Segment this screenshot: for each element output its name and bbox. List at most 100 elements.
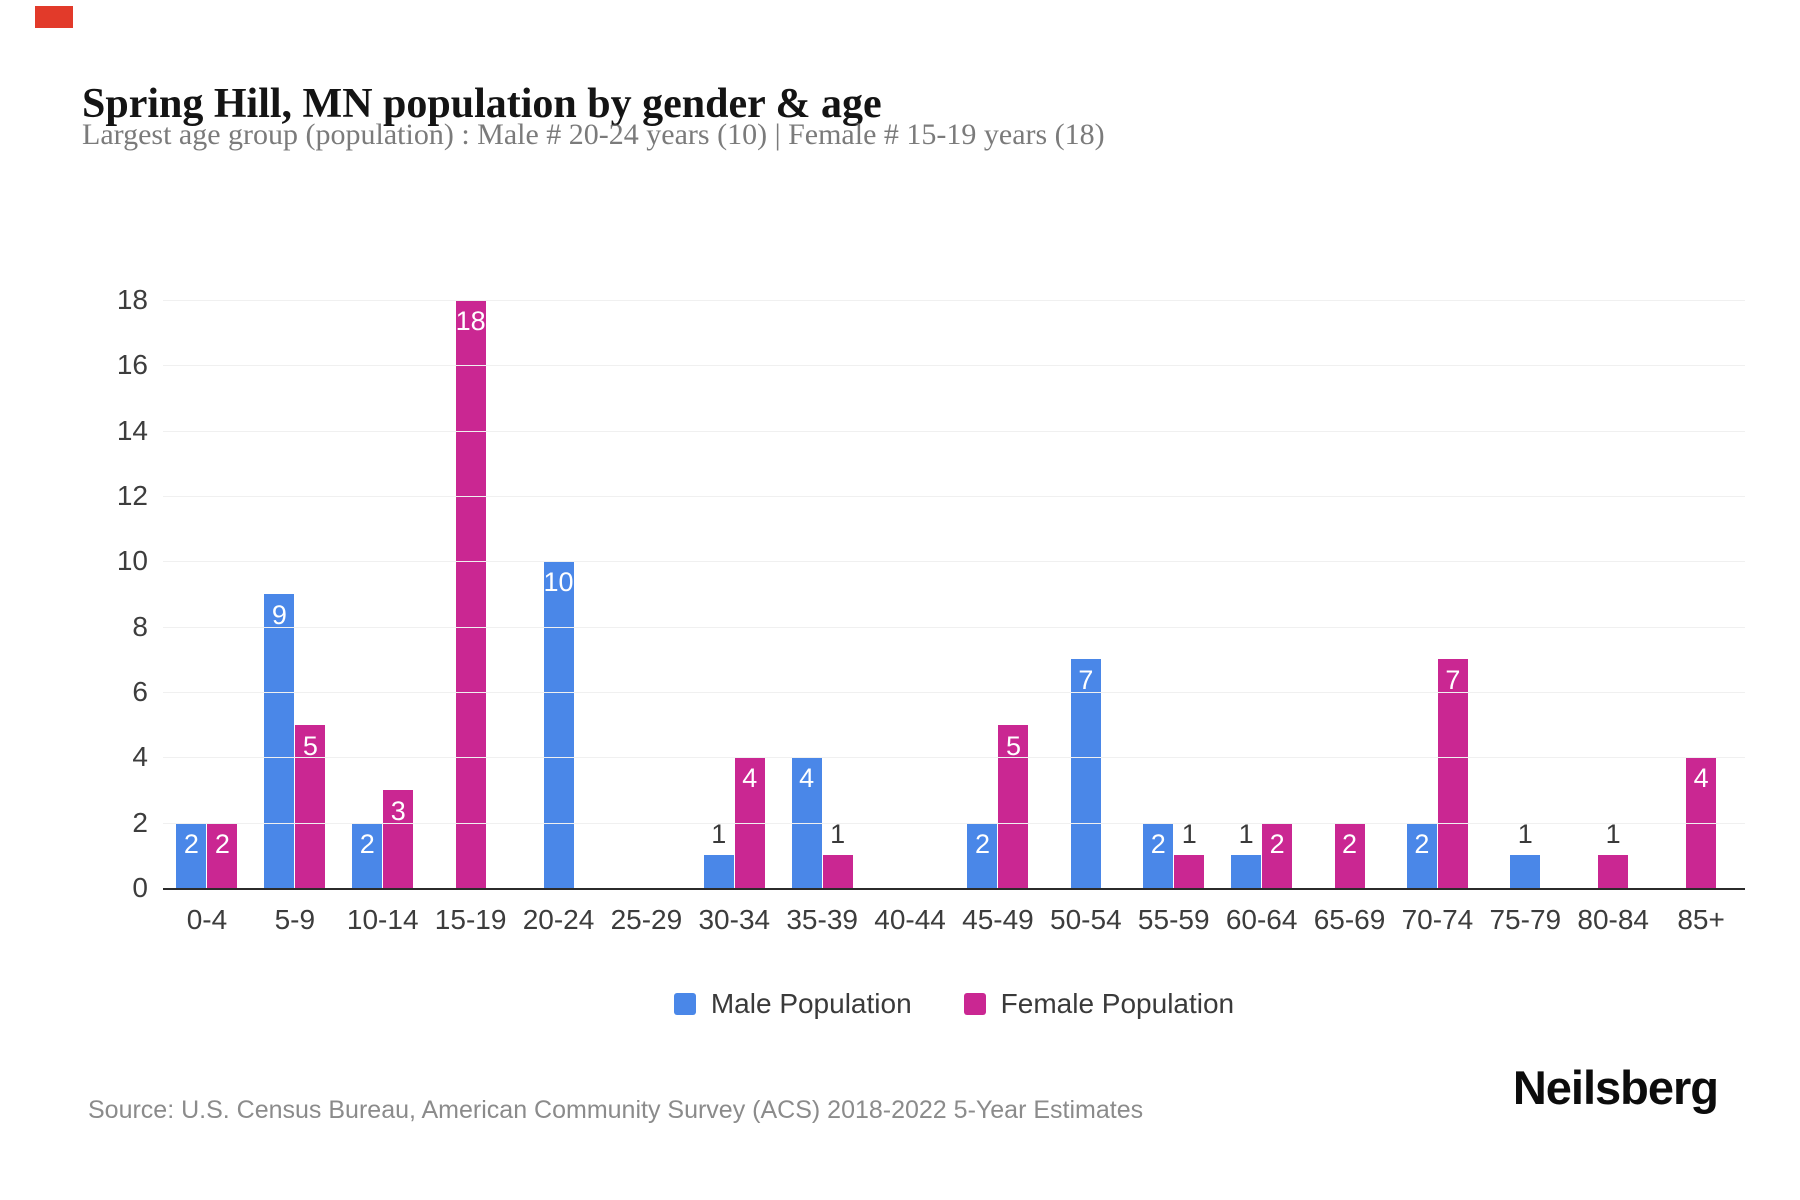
plot-area: 2 2 0-4 9 5 5-9 2 3 10-14 18 15-19 10 20-24 25-29 1 4 30…: [163, 300, 1745, 935]
legend-item-male[interactable]: Male Population: [673, 988, 912, 1020]
category-band-15-19: 18 15-19: [427, 300, 515, 935]
y-axis-tick-label: 4: [132, 741, 148, 773]
female-series-swatch-icon: [963, 993, 986, 1015]
gridline: [163, 692, 1745, 693]
page-title: Spring Hill, MN population by gender & a…: [82, 81, 882, 128]
y-axis-tick-label: 6: [132, 676, 148, 707]
bar-value-label: 1: [711, 819, 727, 850]
x-axis-label: 25-29: [610, 904, 683, 935]
bar-female-55-59[interactable]: 1: [1174, 819, 1205, 888]
x-axis-label: 30-34: [698, 904, 771, 935]
category-band-55-59: 2 1 55-59: [1130, 300, 1218, 935]
x-axis-label: 40-44: [874, 904, 946, 935]
bar-male-10-14[interactable]: 2: [352, 822, 383, 888]
page-subtitle: Largest age group (population) : Male # …: [82, 118, 1105, 151]
bar-value-label: 5: [1005, 730, 1021, 761]
bar-male-20-24[interactable]: 10: [543, 561, 574, 888]
bar-value-label: 1: [1181, 819, 1197, 850]
bar-female-45-49[interactable]: 5: [998, 724, 1029, 888]
x-axis-label: 80-84: [1577, 904, 1649, 935]
category-band-30-34: 1 4 30-34: [690, 300, 778, 935]
category-band-45-49: 2 5 45-49: [954, 300, 1042, 935]
bar-chart: 2 2 0-4 9 5 5-9 2 3 10-14 18 15-19 10 20-24 25-29 1 4 30…: [0, 285, 1800, 935]
bar-value-label: 2: [1342, 828, 1358, 859]
x-axis-label: 60-64: [1225, 904, 1298, 935]
bar-value-label: 7: [1078, 665, 1094, 696]
bar-male-50-54[interactable]: 7: [1070, 659, 1101, 888]
bar-male-55-59[interactable]: 2: [1143, 822, 1174, 888]
x-axis-label: 50-54: [1050, 904, 1122, 935]
category-band-85-: 4 85+: [1657, 300, 1745, 935]
bar-male-0-4[interactable]: 2: [176, 822, 207, 888]
bar-female-65-69[interactable]: 2: [1334, 822, 1365, 888]
gridline: [163, 365, 1745, 367]
legend-item-female[interactable]: Female Population: [963, 988, 1235, 1020]
bar-value-label: 3: [390, 796, 406, 826]
gridline: [163, 822, 1745, 824]
bar-value-label: 9: [271, 600, 287, 630]
bar-value-label: 2: [214, 828, 230, 859]
x-axis-label: 70-74: [1401, 904, 1474, 935]
bar-female-80-84[interactable]: 1: [1598, 819, 1629, 888]
legend-label-female: Female Population: [1000, 988, 1235, 1019]
bar-value-label: 18: [455, 306, 486, 336]
bar-male-70-74[interactable]: 2: [1406, 822, 1437, 888]
category-band-35-39: 4 1 35-39: [778, 300, 866, 935]
y-axis-tick-label: 8: [132, 610, 148, 642]
bar-value-label: 2: [1269, 828, 1285, 859]
category-band-25-29: 25-29: [602, 300, 690, 935]
category-band-65-69: 2 65-69: [1306, 300, 1394, 935]
gridline: [163, 561, 1745, 563]
x-axis-label: 15-19: [434, 904, 507, 935]
bar-value-label: 2: [1414, 828, 1430, 859]
y-axis-tick-label: 12: [116, 480, 148, 511]
gridline: [163, 430, 1745, 432]
bar-female-15-19[interactable]: 18: [456, 300, 486, 888]
category-band-50-54: 7 50-54: [1042, 300, 1130, 935]
chart-legend: Male Population Female Population: [163, 988, 1745, 1020]
category-band-0-4: 2 2 0-4: [163, 300, 251, 935]
bar-male-75-79[interactable]: 1: [1510, 819, 1541, 888]
bar-female-10-14[interactable]: 3: [383, 790, 414, 888]
y-axis-tick-label: 16: [116, 349, 148, 381]
bar-female-60-64[interactable]: 2: [1262, 822, 1293, 888]
y-axis-tick-label: 0: [132, 872, 148, 903]
gridline: [163, 757, 1745, 759]
bar-male-5-9[interactable]: 9: [264, 594, 295, 888]
bar-value-label: 1: [830, 819, 846, 850]
bar-value-label: 1: [1605, 819, 1621, 850]
y-axis-tick-label: 14: [116, 414, 148, 446]
category-band-75-79: 1 75-79: [1481, 300, 1569, 935]
x-axis-label: 45-49: [962, 904, 1034, 935]
category-band-70-74: 2 7 70-74: [1393, 300, 1481, 935]
x-axis-label: 55-59: [1137, 904, 1210, 935]
bar-female-35-39[interactable]: 1: [822, 819, 853, 888]
bar-value-label: 1: [1238, 819, 1254, 850]
bar-value-label: 2: [974, 828, 990, 859]
category-band-20-24: 10 20-24: [515, 300, 603, 935]
x-axis-label: 85+: [1677, 904, 1725, 935]
bar-female-0-4[interactable]: 2: [207, 822, 238, 888]
source-text: Source: U.S. Census Bureau, American Com…: [88, 1096, 1144, 1124]
category-band-5-9: 9 5 5-9: [251, 300, 339, 935]
bar-female-70-74[interactable]: 7: [1437, 659, 1468, 888]
plot-bands: 2 2 0-4 9 5 5-9 2 3 10-14 18 15-19 10 20-24 25-29 1 4 30…: [163, 300, 1745, 935]
category-band-40-44: 40-44: [866, 300, 954, 935]
x-axis-label: 75-79: [1489, 904, 1562, 935]
bar-value-label: 1: [1517, 819, 1533, 850]
category-band-60-64: 1 2 60-64: [1218, 300, 1306, 935]
bar-value-label: 7: [1445, 665, 1461, 696]
category-band-10-14: 2 3 10-14: [339, 300, 427, 935]
bar-male-30-34[interactable]: 1: [703, 819, 734, 888]
bar-female-5-9[interactable]: 5: [295, 724, 326, 888]
gridline: [163, 626, 1745, 628]
y-axis-tick-label: 10: [116, 545, 148, 577]
bar-male-60-64[interactable]: 1: [1231, 819, 1262, 888]
x-axis-label: 10-14: [346, 904, 419, 935]
legend-label-male: Male Population: [710, 988, 912, 1019]
male-series-swatch-icon: [673, 993, 696, 1015]
bar-male-45-49[interactable]: 2: [967, 822, 998, 888]
bar-value-label: 2: [1150, 828, 1166, 859]
bar-value-label: 4: [799, 763, 815, 794]
gridline: [163, 300, 1745, 301]
